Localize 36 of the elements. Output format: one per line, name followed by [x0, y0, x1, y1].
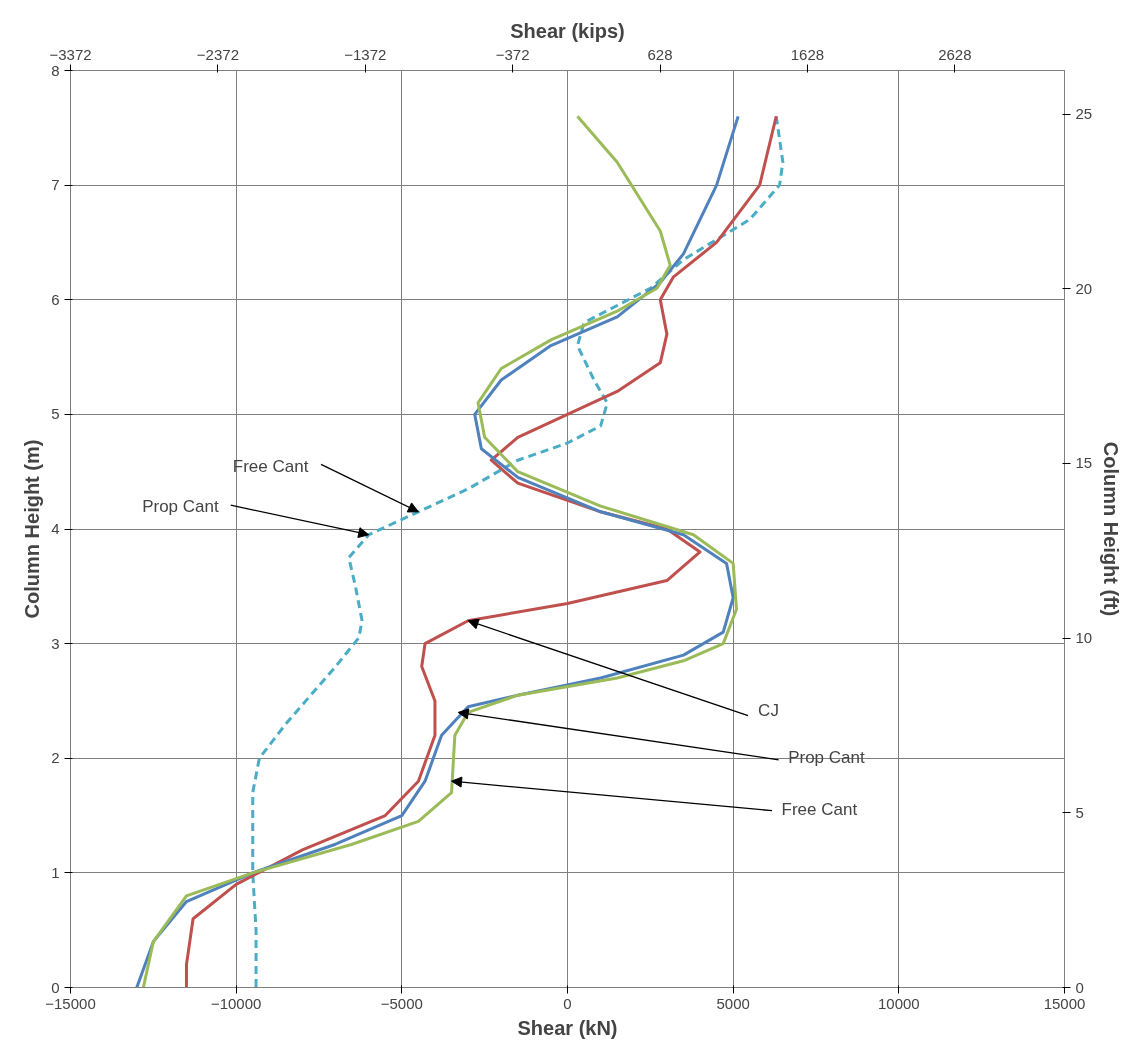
y-axis-title: Column Height (m) — [21, 439, 44, 619]
y-tick-label: 6 — [51, 290, 60, 308]
x2-tick-label: 2628 — [938, 45, 972, 63]
y-tick-label: 1 — [51, 863, 60, 881]
x-tick-label: −15000 — [45, 994, 96, 1012]
x-tick-label: 0 — [563, 994, 572, 1012]
x2-tick-label: 628 — [647, 45, 673, 63]
y2-axis-title: Column Height (ft) — [1100, 441, 1123, 617]
x2-tick-label: −2372 — [196, 45, 239, 63]
x-tick-label: 5000 — [716, 994, 750, 1012]
x2-axis-title: Shear (kips) — [510, 19, 625, 42]
x-tick-label: −5000 — [380, 994, 423, 1012]
y2-tick-label: 5 — [1075, 803, 1084, 821]
y2-tick-label: 20 — [1075, 279, 1093, 297]
y-tick-label: 5 — [51, 405, 60, 423]
y-tick-label: 4 — [51, 520, 60, 537]
x2-tick-label: −3372 — [49, 45, 92, 63]
y2-tick-label: 15 — [1075, 454, 1093, 472]
annotation: CJ — [758, 701, 779, 721]
x-tick-label: 10000 — [877, 994, 920, 1012]
x-tick-label: 15000 — [1043, 994, 1086, 1012]
annotation: Free Cant — [781, 799, 858, 819]
x-tick-label: −10000 — [210, 994, 262, 1012]
y2-tick-label: 0 — [1075, 978, 1084, 996]
annotation: Prop Cant — [142, 497, 219, 517]
x-axis-title: Shear (kN) — [517, 1016, 618, 1039]
y-tick-label: 8 — [51, 61, 60, 79]
y-tick-label: 2 — [51, 749, 60, 767]
y-tick-label: 3 — [51, 634, 60, 652]
y-tick-label: 0 — [51, 978, 60, 996]
x2-tick-label: −1372 — [344, 45, 387, 63]
y-tick-label: 7 — [51, 176, 60, 194]
x2-tick-label: −372 — [495, 45, 530, 63]
y2-tick-label: 10 — [1075, 629, 1093, 647]
x2-tick-label: 1628 — [790, 45, 825, 63]
y2-tick-label: 25 — [1075, 105, 1093, 123]
